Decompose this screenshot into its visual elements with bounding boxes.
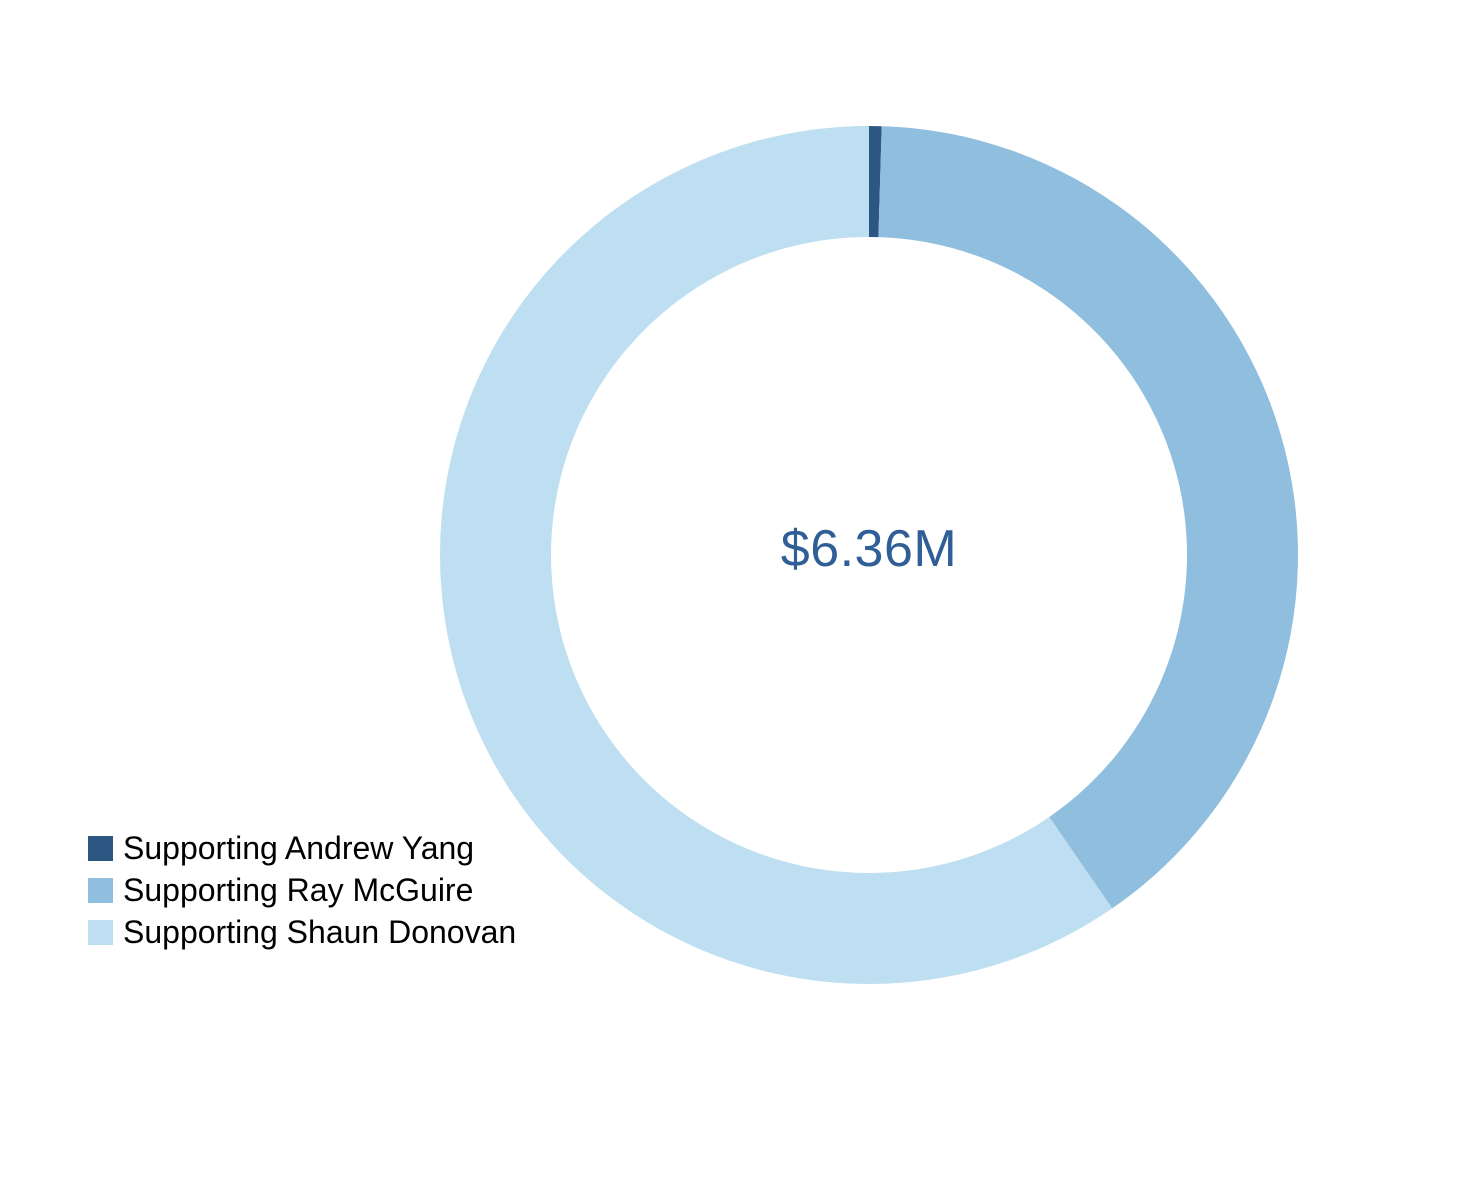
donut-center-total: $6.36M [780,520,958,578]
legend: Supporting Andrew Yang Supporting Ray Mc… [88,830,517,962]
legend-label-supporting-ray-mcguire: Supporting Ray McGuire [123,872,474,908]
legend-label-supporting-andrew-yang: Supporting Andrew Yang [123,830,475,866]
legend-label-supporting-shaun-donovan: Supporting Shaun Donovan [123,914,517,950]
legend-swatch-supporting-ray-mcguire [88,878,113,903]
donut-segment-supporting-andrew-yang[interactable] [869,126,882,238]
legend-swatch-supporting-andrew-yang [88,836,113,861]
legend-item-supporting-shaun-donovan[interactable]: Supporting Shaun Donovan [88,914,517,950]
donut-segment-supporting-shaun-donovan[interactable] [439,125,1113,984]
legend-item-supporting-ray-mcguire[interactable]: Supporting Ray McGuire [88,872,516,908]
donut-segment-supporting-ray-mcguire[interactable] [878,126,1298,909]
legend-swatch-supporting-shaun-donovan [88,920,113,945]
legend-item-supporting-andrew-yang[interactable]: Supporting Andrew Yang [88,830,516,866]
